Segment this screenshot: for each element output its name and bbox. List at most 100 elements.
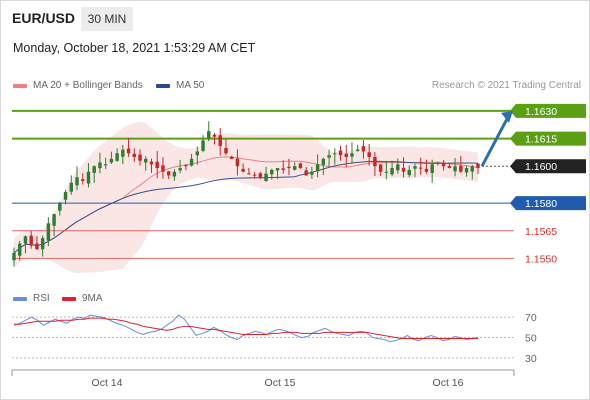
rsi-ma-label: 9MA bbox=[82, 293, 103, 304]
forecast-arrow-line bbox=[480, 118, 509, 167]
legend-rsi-ma: 9MA bbox=[62, 293, 103, 304]
candle bbox=[344, 153, 348, 157]
forecast-arrow-head bbox=[501, 110, 513, 123]
candle bbox=[476, 163, 480, 169]
chart-header: EUR/USD 30 MIN bbox=[0, 0, 590, 37]
candle bbox=[436, 162, 440, 164]
candle bbox=[172, 171, 177, 177]
candle bbox=[103, 164, 108, 166]
candle bbox=[235, 158, 240, 167]
candle bbox=[115, 153, 119, 161]
candle bbox=[287, 166, 291, 169]
candle bbox=[453, 166, 457, 172]
candle bbox=[144, 158, 148, 163]
bollinger-swatch bbox=[13, 83, 27, 88]
candle bbox=[407, 169, 411, 176]
legend-ma50: MA 50 bbox=[156, 80, 204, 91]
candle bbox=[149, 161, 154, 165]
candle bbox=[75, 177, 79, 186]
symbol-title: EUR/USD bbox=[12, 10, 76, 26]
candle bbox=[367, 152, 371, 157]
legend-bollinger: MA 20 + Bollinger Bands bbox=[13, 80, 143, 91]
bollinger-label: MA 20 + Bollinger Bands bbox=[33, 80, 143, 91]
candle bbox=[52, 214, 56, 226]
candle bbox=[355, 149, 360, 151]
candle bbox=[35, 243, 39, 250]
candle bbox=[155, 161, 159, 169]
candle bbox=[264, 173, 268, 181]
ma50-swatch bbox=[156, 83, 170, 88]
candle bbox=[338, 150, 343, 156]
rsi-swatch bbox=[13, 296, 27, 301]
candle bbox=[241, 168, 245, 172]
candle bbox=[447, 166, 452, 169]
x-tick-label: Oct 16 bbox=[433, 377, 464, 389]
candle bbox=[46, 223, 51, 241]
candle bbox=[178, 168, 182, 171]
datetime-label: Monday, October 18, 2021 1:53:29 AM CET bbox=[13, 41, 256, 55]
candle bbox=[86, 171, 91, 184]
candle bbox=[459, 165, 463, 172]
candle bbox=[292, 166, 297, 170]
rsi-ma-swatch bbox=[62, 296, 76, 301]
candle bbox=[12, 252, 16, 261]
candle bbox=[92, 166, 96, 173]
price-box-1.1580 bbox=[510, 196, 586, 211]
candle bbox=[247, 173, 251, 175]
bollinger-band bbox=[14, 121, 478, 274]
credit-label: Research © 2021 Trading Central bbox=[431, 80, 581, 91]
rsi-tick-30: 30 bbox=[525, 353, 537, 365]
candle bbox=[18, 243, 22, 256]
candle bbox=[424, 168, 429, 172]
candle bbox=[430, 164, 434, 173]
candle bbox=[23, 236, 28, 244]
candle bbox=[401, 167, 406, 172]
candle bbox=[310, 171, 314, 175]
rsi-label: RSI bbox=[33, 293, 50, 304]
candle bbox=[40, 238, 45, 250]
candle bbox=[207, 131, 211, 139]
candle bbox=[252, 174, 257, 176]
price-box-1.1615 bbox=[510, 131, 586, 146]
candle bbox=[69, 182, 74, 192]
candle bbox=[333, 153, 337, 155]
ma50-label: MA 50 bbox=[176, 80, 205, 91]
candle bbox=[361, 146, 366, 152]
price-label-1.1600: 1.1600 bbox=[525, 161, 557, 173]
candle bbox=[184, 164, 188, 167]
candle bbox=[384, 171, 389, 173]
price-label-1.1550: 1.1550 bbox=[525, 253, 557, 265]
candle bbox=[321, 158, 326, 165]
candle bbox=[373, 156, 377, 167]
candle bbox=[218, 135, 222, 146]
price-label-1.1615: 1.1615 bbox=[525, 134, 557, 146]
candle bbox=[126, 148, 131, 154]
rsi-ma-line bbox=[14, 317, 478, 340]
candle bbox=[298, 163, 303, 169]
candle bbox=[29, 235, 33, 246]
candle bbox=[81, 179, 85, 181]
candle bbox=[270, 169, 274, 175]
x-tick-label: Oct 15 bbox=[265, 377, 296, 389]
price-label-1.1630: 1.1630 bbox=[525, 106, 557, 118]
candle bbox=[138, 154, 142, 161]
candle bbox=[418, 167, 423, 169]
candle bbox=[350, 153, 354, 157]
candle bbox=[390, 168, 394, 175]
candle bbox=[161, 165, 165, 172]
price-label-1.1565: 1.1565 bbox=[525, 226, 557, 238]
candle bbox=[275, 168, 280, 171]
candle bbox=[98, 162, 102, 169]
candle bbox=[212, 134, 217, 137]
candle bbox=[189, 158, 194, 166]
candle bbox=[413, 166, 417, 169]
candle bbox=[121, 149, 125, 157]
rsi-tick-70: 70 bbox=[525, 312, 537, 324]
candle bbox=[315, 164, 320, 172]
timeframe-button[interactable]: 30 MIN bbox=[81, 7, 133, 31]
price-box-1.1630 bbox=[510, 103, 586, 118]
candle bbox=[396, 164, 400, 171]
candle bbox=[63, 192, 68, 200]
candle bbox=[378, 164, 383, 172]
